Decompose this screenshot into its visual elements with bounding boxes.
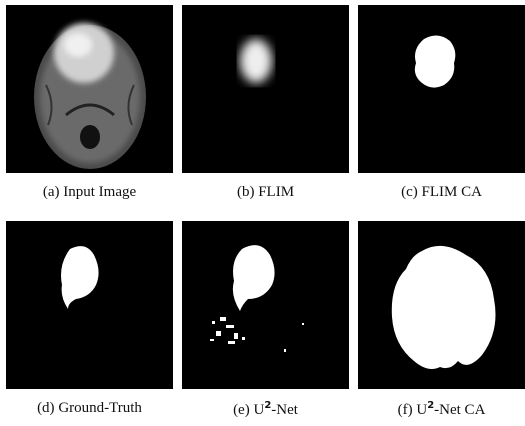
caption-text: (d) (37, 400, 55, 416)
caption-text: (c) (401, 184, 418, 200)
caption-text: FLIM CA (421, 184, 481, 200)
caption-text: (e) (233, 402, 250, 418)
caption-text: -Net (271, 402, 298, 418)
input-image (6, 5, 173, 173)
caption-text: -Net CA (434, 402, 485, 418)
caption-text: (a) (43, 184, 60, 200)
caption-text: FLIM (258, 184, 294, 200)
caption-text: (b) (237, 184, 255, 200)
caption-text: U (253, 402, 264, 418)
caption: (f) U2-Net CA (353, 400, 525, 419)
caption: (e) U2-Net (177, 400, 354, 419)
u2net-image (182, 221, 349, 389)
caption-text: (f) (398, 402, 413, 418)
flim-image (182, 5, 349, 173)
caption-text: U (416, 402, 427, 418)
caption: (a) Input Image (1, 184, 178, 201)
caption: (b) FLIM (177, 184, 354, 201)
caption-text: Ground-Truth (58, 400, 142, 416)
figure: (a) Input Image (b) FLIM (c) FLIM CA (d)… (0, 0, 525, 426)
flim-ca-image (358, 5, 525, 173)
u2net-ca-image (358, 221, 525, 389)
caption-text: Input Image (63, 184, 136, 200)
ground-truth-image (6, 221, 173, 389)
caption: (d) Ground-Truth (1, 400, 178, 417)
caption: (c) FLIM CA (353, 184, 525, 201)
